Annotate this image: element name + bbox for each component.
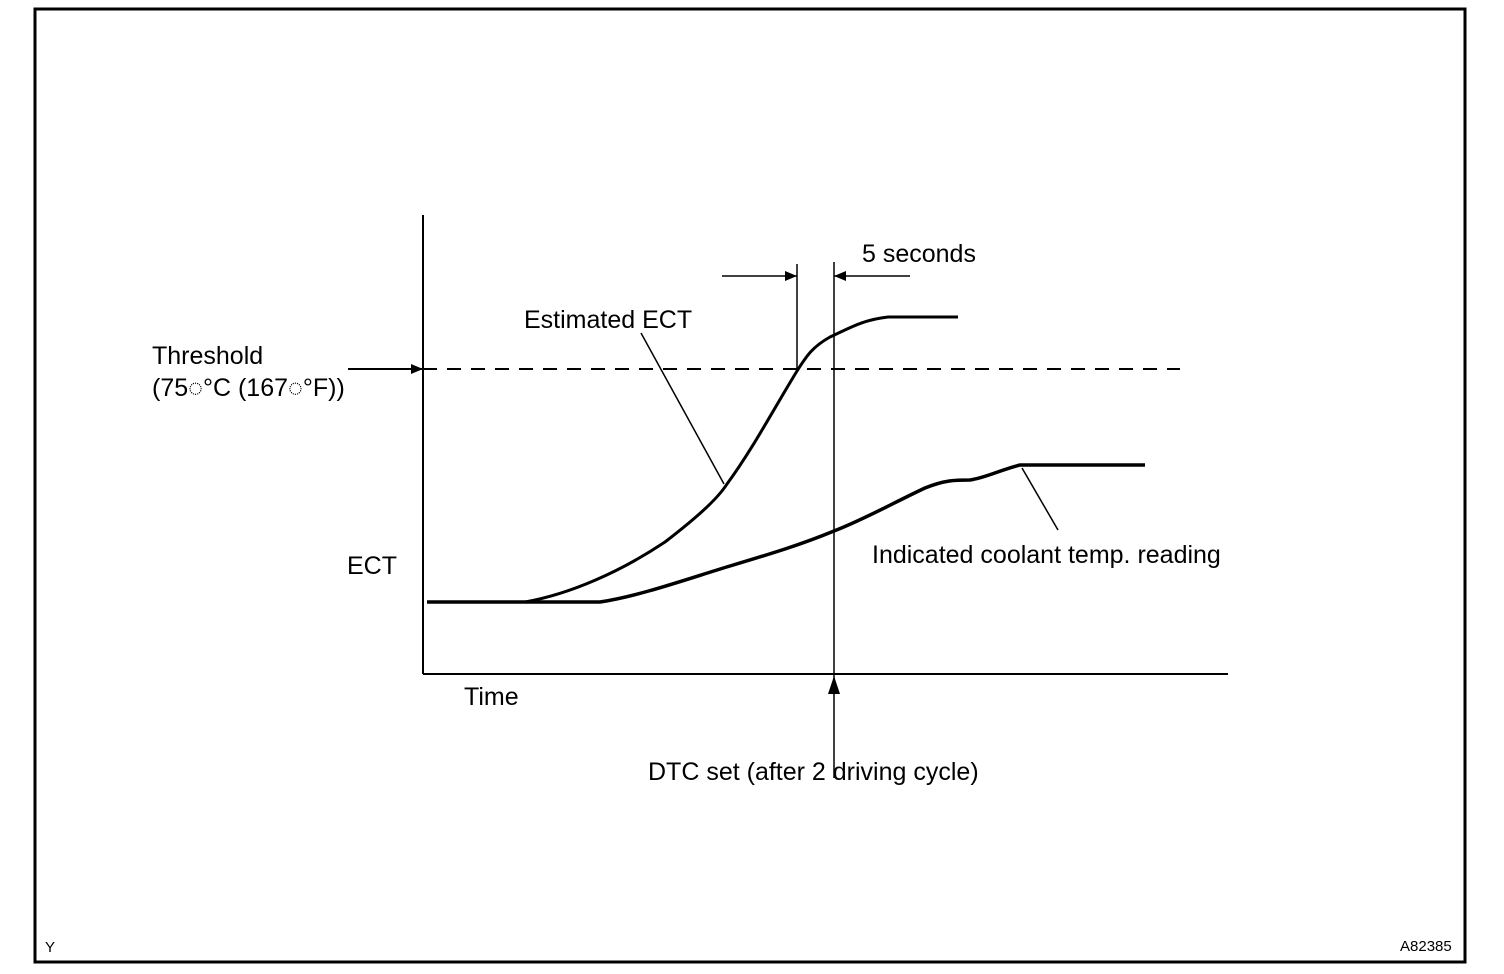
threshold-label-line1: Threshold: [152, 342, 263, 370]
estimated-ect-label: Estimated ECT: [524, 306, 692, 334]
threshold-label-line2: (75◌°C (167◌°F)): [152, 374, 345, 402]
dtc-label: DTC set (after 2 driving cycle): [648, 758, 979, 786]
y-axis-label: ECT: [347, 552, 397, 580]
indicated-temp-curve: [427, 463, 1145, 604]
indicated-leader: [1021, 467, 1059, 531]
indicated-temp-label: Indicated coolant temp. reading: [872, 541, 1221, 569]
dtc-arrowhead: [828, 676, 840, 694]
x-axis-label: Time: [464, 683, 519, 711]
interval-label: 5 seconds: [862, 240, 976, 268]
estimated-leader: [640, 332, 725, 485]
estimated-ect-curve: [427, 315, 958, 604]
diagram-border: [33, 7, 1467, 964]
figure-id-label: A82385: [1400, 938, 1452, 955]
corner-left-label: Y: [45, 939, 55, 956]
